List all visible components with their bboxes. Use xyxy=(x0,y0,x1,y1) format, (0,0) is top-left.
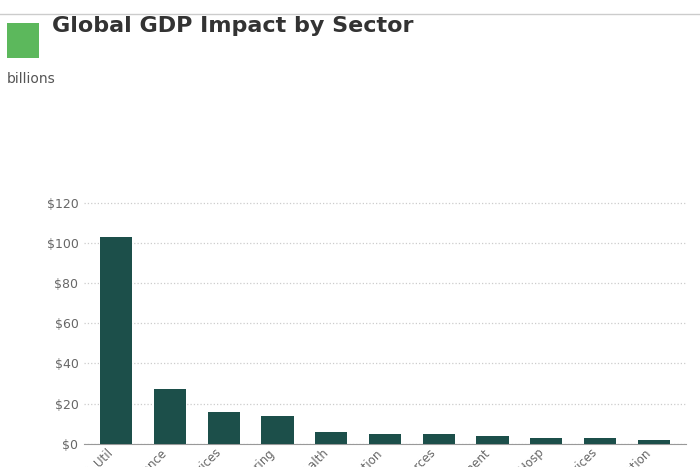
Text: Global GDP Impact by Sector: Global GDP Impact by Sector xyxy=(52,16,414,35)
Bar xyxy=(261,416,293,444)
Bar xyxy=(315,432,347,444)
Bar xyxy=(638,439,670,444)
Bar xyxy=(584,438,616,444)
Bar xyxy=(208,411,240,444)
Bar xyxy=(154,389,186,444)
Text: billions: billions xyxy=(7,72,56,86)
Bar xyxy=(100,237,132,444)
Bar xyxy=(423,434,455,444)
Bar xyxy=(530,438,562,444)
Bar xyxy=(477,436,509,444)
Bar xyxy=(369,434,401,444)
